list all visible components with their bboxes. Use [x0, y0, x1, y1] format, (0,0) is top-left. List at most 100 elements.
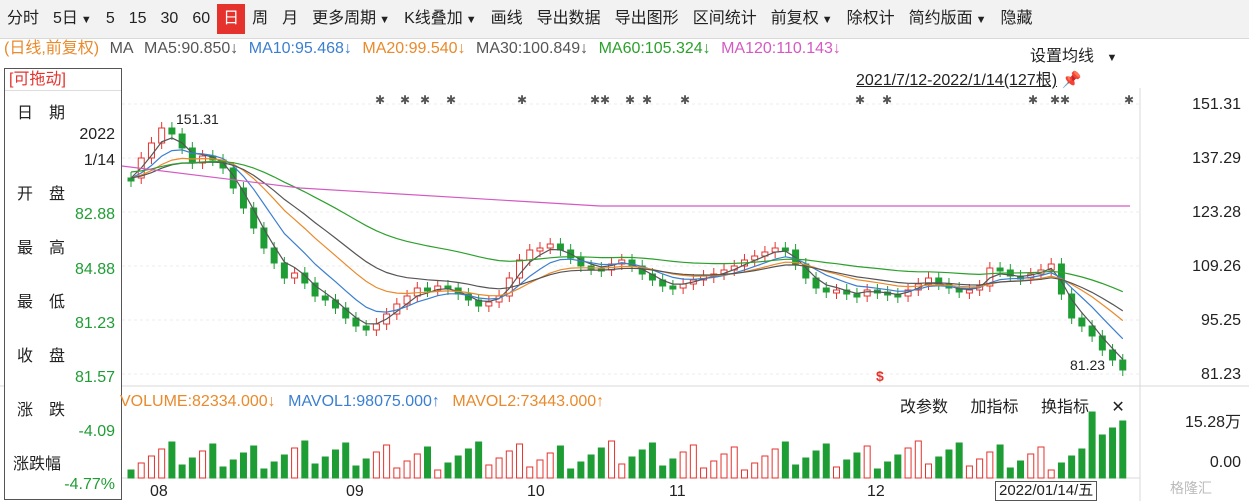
info-panel[interactable]: [可拖动] 日 期 2022 1/14 开 盘 82.88 最 高 84.88 …	[4, 68, 122, 500]
forward-adjust-menu[interactable]: 前复权 ▼	[764, 4, 840, 34]
draw-line-button[interactable]: 画线	[490, 10, 523, 27]
tab-30min[interactable]: 30	[160, 10, 179, 27]
set-ma-label: 设置均线	[1030, 48, 1095, 65]
kline-chart-svg[interactable]: ✱ ✱ ✱ ✱ ✱ ✱ ✱ ✱ ✱ ✱ ✱ ✱ ✱ ✱ ✱ ✱	[0, 38, 1249, 501]
candle-body	[536, 247, 544, 252]
edit-params-button[interactable]: 改参数	[900, 399, 949, 416]
hide-button[interactable]: 隐藏	[1000, 10, 1033, 27]
kline-overlay-menu[interactable]: K线叠加 ▼	[397, 4, 484, 34]
tab-week[interactable]: 周	[252, 10, 269, 27]
mavol2-value: MAVOL2:73443.000↑	[452, 393, 605, 410]
tab-timeshare[interactable]: 分时	[7, 10, 40, 27]
volume-bar	[526, 466, 534, 479]
event-marker-icon: ✱	[1028, 93, 1038, 107]
candle-body	[516, 259, 524, 279]
volume-bar	[822, 443, 830, 479]
candle-body	[1088, 325, 1096, 337]
tab-month[interactable]: 月	[282, 10, 299, 27]
high-label: 最 高	[17, 240, 66, 257]
tab-day[interactable]: 日	[217, 4, 246, 34]
mavol1-value: MAVOL1:98075.000↑	[288, 393, 440, 410]
period-toolbar: 分时 5日 ▼ 5 15 30 60 日 周 月 更多周期 ▼ K线叠加 ▼ 画线 导…	[0, 0, 1249, 39]
event-marker-icon: ✱	[375, 93, 385, 107]
candle-body	[1119, 359, 1127, 371]
low-annotation: 81.23	[1070, 357, 1106, 373]
ma20-line	[130, 157, 1124, 322]
volume-bar	[873, 468, 881, 479]
tab-60min[interactable]: 60	[192, 10, 211, 27]
volume-bar	[577, 461, 585, 479]
price-tick: 137.29	[1192, 150, 1241, 167]
pin-icon[interactable]: 📌	[1061, 72, 1082, 89]
candle-body	[965, 289, 973, 294]
volume-bar	[638, 449, 646, 479]
volume-bar	[147, 455, 155, 479]
volume-bar	[342, 442, 350, 479]
volume-bar	[444, 462, 452, 479]
set-ma-button[interactable]: 设置均线 ▼	[1030, 42, 1118, 66]
ma10-value: MA10:95.468↓	[248, 40, 352, 57]
ma5-value: MA5:90.850↓	[144, 40, 239, 57]
export-data-button[interactable]: 导出数据	[536, 10, 601, 27]
simple-layout-menu[interactable]: 简约版面 ▼	[902, 4, 994, 34]
volume-bar	[884, 461, 892, 479]
volume-bar	[1088, 411, 1096, 479]
volume-bar	[239, 452, 247, 479]
volume-bar	[362, 458, 370, 479]
x-tick: 09	[346, 483, 364, 500]
candle-body	[546, 243, 554, 249]
volume-bar	[199, 450, 207, 479]
volume-bar	[628, 456, 636, 479]
x-tick: 10	[527, 483, 545, 500]
volume-bar	[935, 456, 943, 479]
md-value: 1/14	[83, 152, 115, 169]
high-value: 84.88	[74, 261, 115, 278]
chart-mode-label: (日线,前复权)	[4, 40, 100, 57]
event-marker-icon: ✱	[882, 93, 892, 107]
candle-body	[291, 272, 299, 279]
range-stats-button[interactable]: 区间统计	[692, 10, 757, 27]
swap-indicator-button[interactable]: 换指标	[1040, 399, 1089, 416]
volume-bar	[781, 441, 789, 479]
simple-layout-label: 简约版面	[908, 10, 973, 27]
date-range: 2021/7/12-2022/1/14(127根) 📌	[856, 66, 1081, 90]
candle-body	[311, 282, 319, 297]
candle-body	[925, 277, 933, 285]
close-icon[interactable]: ✕	[1111, 399, 1125, 416]
volume-bar	[925, 463, 933, 479]
candle-body	[331, 299, 339, 309]
volume-bar	[608, 440, 616, 479]
volume-bar	[1119, 420, 1127, 479]
tab-15min[interactable]: 15	[128, 10, 147, 27]
volume-bar	[424, 446, 432, 479]
candle-body	[229, 167, 237, 189]
volume-bar	[291, 447, 299, 479]
add-indicator-button[interactable]: 加指标	[970, 399, 1019, 416]
export-chart-button[interactable]: 导出图形	[614, 10, 679, 27]
volume-bar	[1047, 469, 1055, 479]
drag-handle[interactable]: [可拖动]	[5, 69, 121, 91]
kline-chart-area[interactable]: ✱ ✱ ✱ ✱ ✱ ✱ ✱ ✱ ✱ ✱ ✱ ✱ ✱ ✱ ✱ ✱	[0, 38, 1249, 501]
change-label: 涨 跌	[17, 402, 66, 419]
candle-body	[832, 289, 840, 294]
ma-legend: (日线,前复权) MA MA5:90.850↓ MA10:95.468↓ MA2…	[4, 38, 847, 60]
tab-5min[interactable]: 5	[105, 10, 115, 27]
tab-5day-label: 5日	[53, 10, 78, 27]
volume-bar	[863, 445, 871, 479]
more-periods-menu[interactable]: 更多周期 ▼	[305, 4, 397, 34]
volume-bar	[587, 454, 595, 479]
volume-bar	[546, 452, 554, 479]
volume-bar	[669, 458, 677, 479]
volume-bar	[331, 449, 339, 479]
candle-body	[1047, 263, 1055, 271]
volume-bar	[413, 453, 421, 479]
event-marker-icon: ✱	[680, 93, 690, 107]
candle-body	[260, 227, 268, 249]
tab-5day[interactable]: 5日 ▼	[46, 4, 99, 34]
candle-body	[1098, 335, 1106, 351]
volume-bar	[1027, 453, 1035, 479]
ex-rights-button[interactable]: 除权计	[846, 10, 895, 27]
price-tick: 81.23	[1200, 366, 1241, 383]
year-value: 2022	[79, 126, 115, 143]
volume-bar	[1078, 448, 1086, 479]
